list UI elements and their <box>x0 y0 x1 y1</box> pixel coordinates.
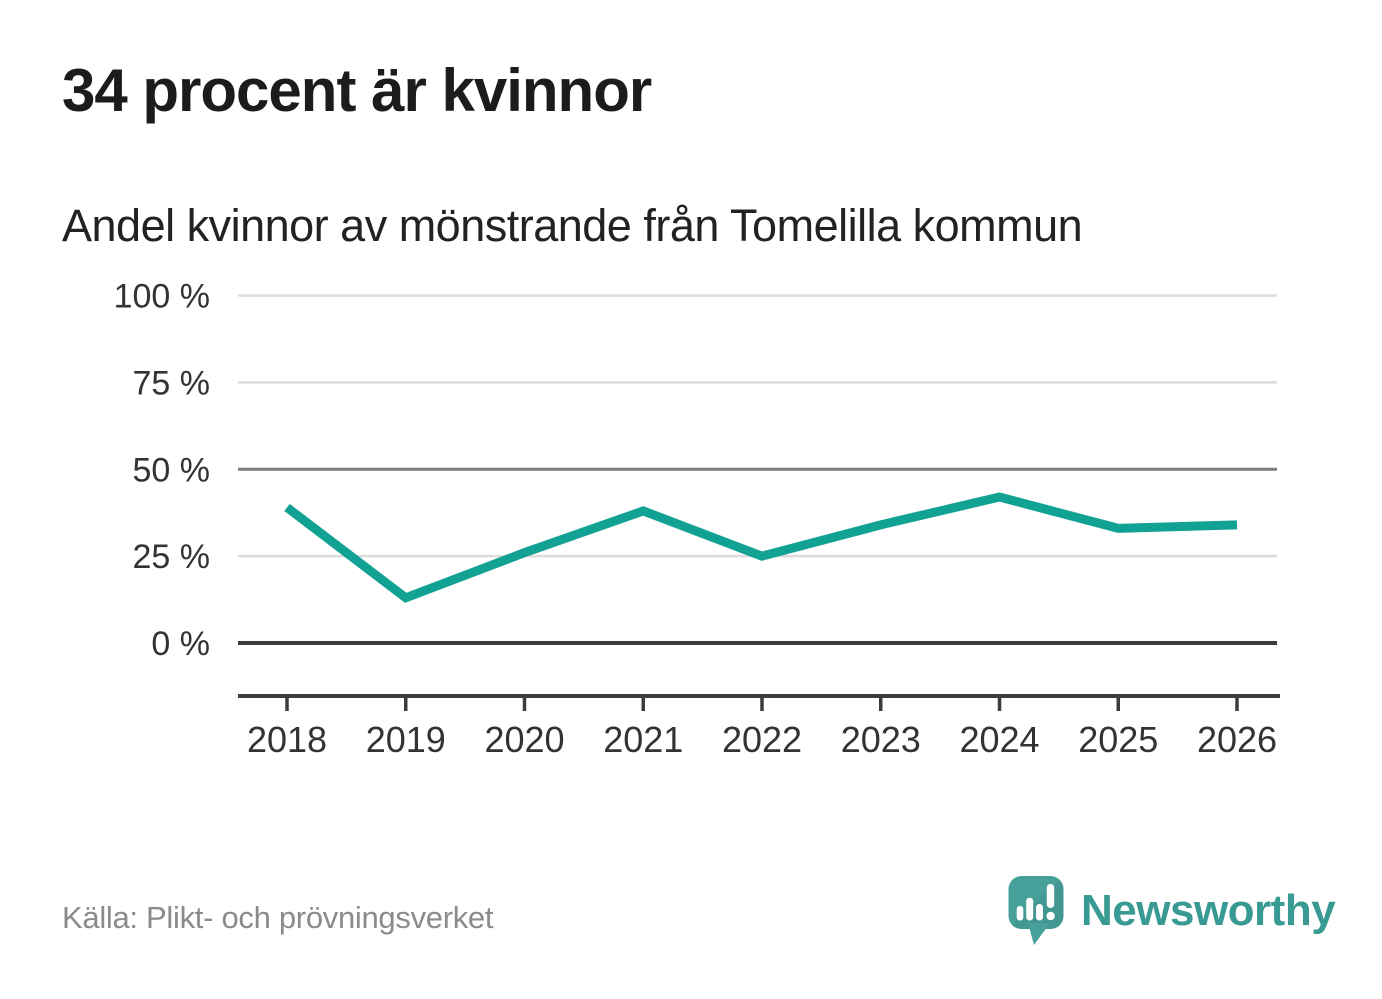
x-tick-label: 2025 <box>1078 719 1158 760</box>
x-tick-label: 2026 <box>1197 719 1277 760</box>
newsworthy-logo-icon <box>1008 876 1064 945</box>
brand-name: Newsworthy <box>1081 886 1336 935</box>
chart-subtitle: Andel kvinnor av mönstrande från Tomelil… <box>62 200 1083 251</box>
brand-lockup: Newsworthy <box>1008 872 1336 950</box>
y-tick-label: 100 % <box>114 278 210 316</box>
x-tick-label: 2019 <box>366 719 446 760</box>
y-tick-label: 25 % <box>133 538 211 576</box>
x-tick-label: 2024 <box>959 719 1039 760</box>
y-tick-label: 0 % <box>151 625 210 663</box>
x-tick-label: 2021 <box>603 719 683 760</box>
y-tick-label: 75 % <box>133 364 211 402</box>
page-title: 34 procent är kvinnor <box>62 57 652 124</box>
y-tick-label: 50 % <box>133 451 211 489</box>
x-tick-label: 2023 <box>841 719 921 760</box>
data-line-andel-kvinnor-av-mönstrande <box>284 492 1238 603</box>
chart-svg: 100 % 75 % 50 % 25 % 0 % 2018 2019 2020 2021 2022… <box>114 278 1280 760</box>
x-tick-label: 2022 <box>722 719 802 760</box>
x-tick-label: 2020 <box>484 719 564 760</box>
source-text: Källa: Plikt- och prövningsverket <box>62 900 494 935</box>
x-tick-label: 2018 <box>247 719 327 760</box>
